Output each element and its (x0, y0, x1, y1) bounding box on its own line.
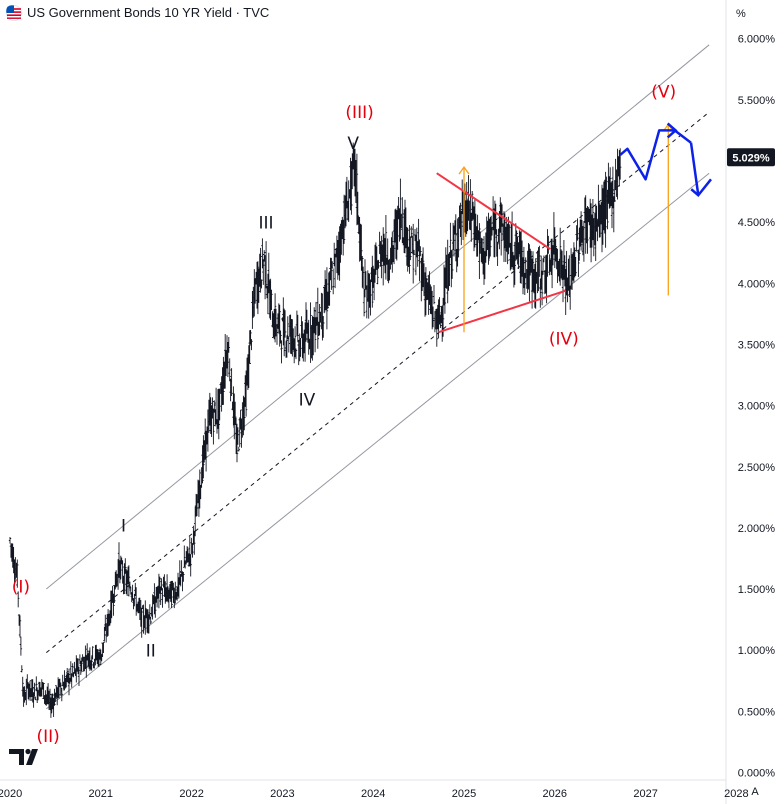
last-price-label: 5.029% (732, 152, 770, 164)
wave-label: IV (299, 391, 316, 411)
auto-scale-button[interactable]: A (751, 786, 759, 798)
x-tick-label: 2028 (724, 788, 748, 800)
wave-label: (IV) (549, 329, 579, 349)
triangle-upper-line (436, 172, 551, 250)
projection-arrow-head-down (690, 178, 712, 198)
last-price-badge: 5.029% (727, 148, 775, 167)
projection-arrow-head-up (666, 122, 678, 139)
wave-label: II (146, 641, 156, 661)
y-tick-label: 2.000% (738, 523, 776, 535)
y-tick-label: 3.500% (738, 339, 776, 351)
y-tick-label: 0.500% (738, 706, 776, 718)
y-tick-label: 6.000% (738, 34, 776, 46)
price-series (8, 142, 622, 718)
chart-title: US Government Bonds 10 YR Yield · TVC (27, 5, 269, 20)
y-tick-label: 1.500% (738, 584, 776, 596)
x-tick-label: 2025 (452, 788, 476, 800)
header: US Government Bonds 10 YR Yield · TVC (6, 5, 269, 21)
wave-label: (V) (651, 82, 676, 102)
y-tick-label: 4.500% (738, 217, 776, 229)
unit-label: % (736, 8, 746, 20)
y-tick-label: 5.500% (738, 95, 776, 107)
channel-upper-line (46, 44, 710, 590)
x-tick-label: 2023 (270, 788, 294, 800)
y-tick-label: 4.000% (738, 278, 776, 290)
target-arrows[interactable] (458, 123, 674, 333)
wave-label: I (121, 517, 126, 537)
y-tick-label: 2.500% (738, 462, 776, 474)
x-tick-label: 2026 (543, 788, 567, 800)
x-tick-label: 2027 (633, 788, 657, 800)
x-tick-label: 2021 (89, 788, 113, 800)
triangle-pattern[interactable] (436, 172, 567, 334)
wave-label: (II) (36, 727, 59, 747)
tradingview-logo-icon (9, 748, 38, 765)
wave-label: V (347, 134, 359, 154)
us-flag-icon (6, 5, 22, 21)
price-axis[interactable]: 6.000%5.500%5.000%4.500%4.000%3.500%3.00… (738, 34, 776, 780)
y-tick-label: 0.000% (738, 768, 776, 780)
wave-label: (I) (12, 578, 30, 598)
x-tick-label: 2024 (361, 788, 385, 800)
time-axis[interactable]: 2020 2021 2022 2023 2024 2025 2026 2027 2028 (0, 788, 749, 800)
x-tick-label: 2020 (0, 788, 22, 800)
y-tick-label: 1.000% (738, 645, 776, 657)
x-tick-label: 2022 (179, 788, 203, 800)
wave-label: (III) (345, 103, 373, 123)
triangle-lower-line (438, 289, 567, 334)
channel-lower-line (46, 172, 710, 710)
projection-down-path (689, 142, 700, 196)
y-tick-label: 3.000% (738, 401, 776, 413)
price-bars (8, 142, 622, 718)
wave-label: III (259, 213, 274, 233)
projection-path[interactable] (619, 122, 712, 198)
target-arrow-head (458, 165, 470, 175)
projection-up-path (619, 129, 692, 181)
